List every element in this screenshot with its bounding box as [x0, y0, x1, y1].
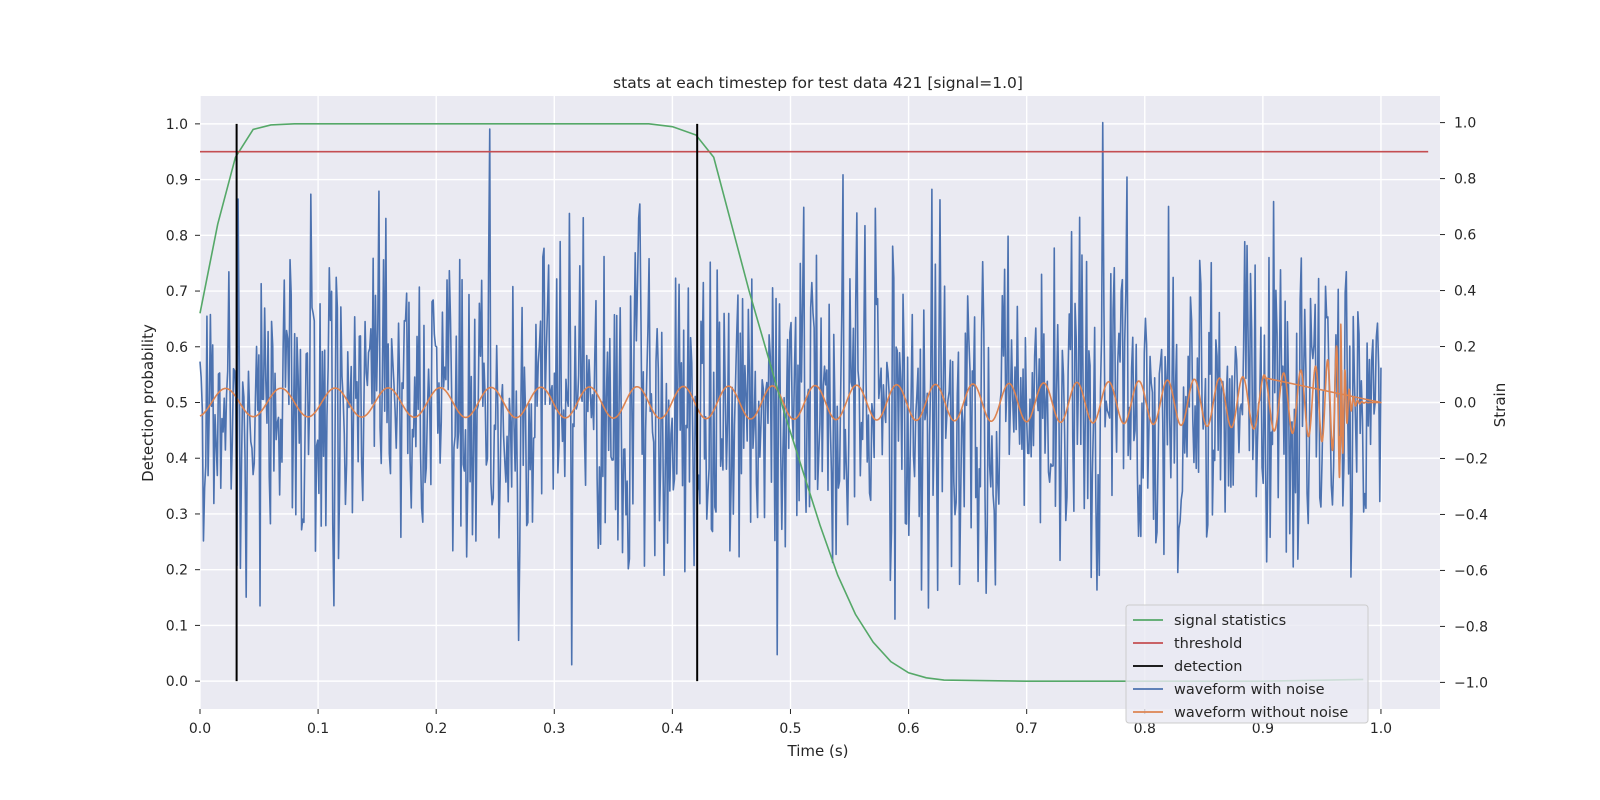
y-tick-label-left: 0.3	[166, 507, 188, 523]
y-tick-label-right: −0.2	[1454, 451, 1488, 467]
x-tick-label: 0.3	[543, 721, 565, 737]
y-axis-label-left: Detection probability	[139, 324, 157, 482]
legend-box	[1125, 604, 1369, 724]
y-tick-label-left: 0.6	[166, 340, 188, 356]
y-tick-label-left: 0.0	[166, 674, 188, 690]
y-tick-label-right: 0.0	[1454, 396, 1476, 412]
y-tick-label-left: 0.5	[166, 396, 188, 412]
x-tick-label: 0.1	[307, 721, 329, 737]
series-waveform-without-noise	[199, 323, 1382, 479]
x-tick-label: 0.8	[1134, 721, 1156, 737]
y-tick-label-left: 0.7	[166, 284, 188, 300]
legend: signal statistics threshold detection wavef…	[1125, 604, 1369, 724]
y-tick-label-right: 0.6	[1454, 228, 1476, 244]
y-tick-label-right: −0.4	[1454, 507, 1488, 523]
y-tick-label-right: −0.8	[1454, 619, 1488, 635]
x-tick-label: 0.9	[1252, 721, 1274, 737]
y-tick-label-right: −1.0	[1454, 675, 1488, 691]
chart-title: stats at each timestep for test data 421…	[613, 74, 1023, 92]
x-tick-label: 0.2	[425, 721, 447, 737]
series-signal-statistics	[199, 123, 1364, 682]
legend-label: waveform with noise	[1174, 682, 1325, 698]
y-tick-label-left: 0.4	[166, 451, 188, 467]
y-tick-label-left: 0.1	[166, 618, 188, 634]
ticks-layer: 0.0 0.1 0.2 0.3 0.4 0.5 0.6 0.7 0.8 0.9 1.0 0.0 0.1 0…	[166, 116, 1488, 737]
legend-label: signal statistics	[1174, 613, 1286, 629]
x-tick-label: 0.5	[779, 721, 801, 737]
y-tick-label-right: 0.4	[1454, 284, 1476, 300]
series-layer	[199, 121, 1429, 682]
x-axis-label: Time (s)	[787, 742, 849, 760]
x-tick-label: 1.0	[1370, 721, 1392, 737]
x-tick-label: 0.6	[897, 721, 919, 737]
y-tick-label-right: 1.0	[1454, 116, 1476, 132]
y-tick-label-left: 0.9	[166, 173, 188, 189]
legend-label: waveform without noise	[1174, 705, 1348, 721]
y-tick-label-left: 0.2	[166, 563, 188, 579]
legend-label: threshold	[1174, 636, 1242, 652]
y-tick-label-left: 0.8	[166, 228, 188, 244]
y-axis-label-right: Strain	[1491, 383, 1509, 427]
y-tick-label-left: 1.0	[166, 117, 188, 133]
x-tick-label: 0.7	[1016, 721, 1038, 737]
y-tick-label-right: −0.6	[1454, 563, 1488, 579]
x-tick-label: 0.4	[661, 721, 683, 737]
y-tick-label-right: 0.2	[1454, 340, 1476, 356]
x-tick-label: 0.0	[189, 721, 211, 737]
y-tick-label-right: 0.8	[1454, 172, 1476, 188]
legend-label: detection	[1174, 659, 1242, 675]
